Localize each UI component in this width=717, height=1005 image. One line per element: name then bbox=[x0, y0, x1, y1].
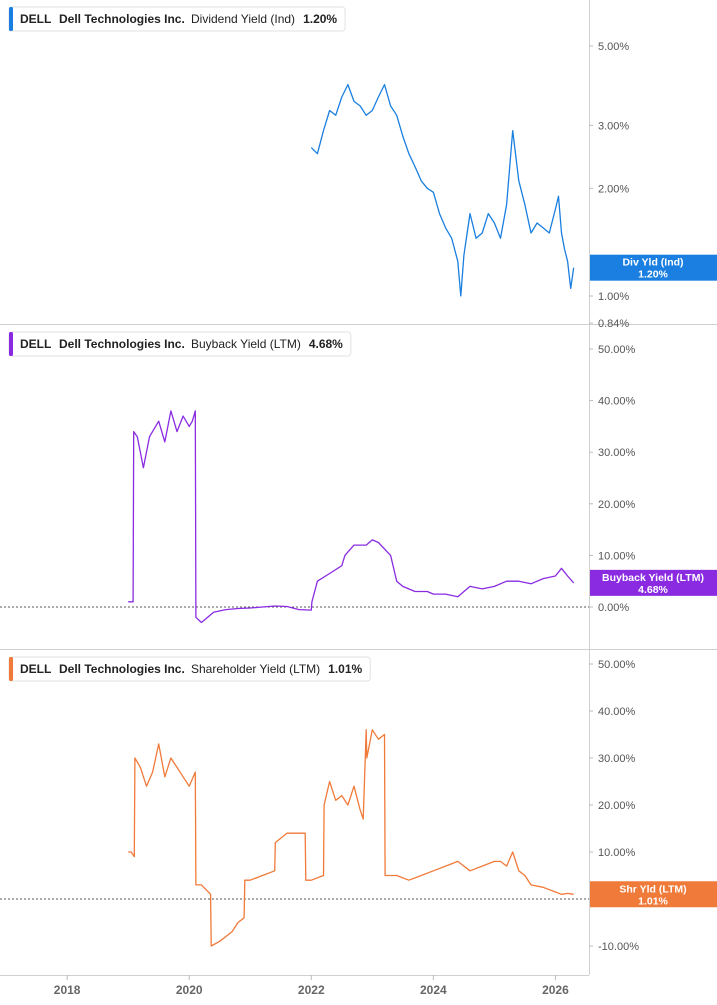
legend-color-swatch bbox=[9, 332, 13, 356]
y-tick-label: 10.00% bbox=[598, 550, 636, 562]
value-badge-label: Div Yld (Ind) bbox=[622, 257, 683, 269]
value-badge-label: Buyback Yield (LTM) bbox=[602, 572, 704, 584]
legend-ticker: DELL bbox=[20, 337, 51, 351]
y-tick-label: 0.84% bbox=[598, 318, 629, 330]
value-badge: Div Yld (Ind)1.20% bbox=[590, 254, 717, 281]
value-badge-value: 1.20% bbox=[638, 269, 668, 281]
legend-ticker: DELL bbox=[20, 12, 51, 26]
legend-value: 1.01% bbox=[328, 662, 362, 676]
legend-value: 4.68% bbox=[309, 337, 343, 351]
value-badge: Shr Yld (LTM)1.01% bbox=[590, 881, 717, 908]
x-tick-label: 2024 bbox=[420, 983, 447, 997]
chart-panel-1: 5.00% 3.00% 2.00% 1.00% 0.84% DELL Dell Techno… bbox=[8, 6, 717, 330]
y-tick-label: 1.00% bbox=[598, 291, 629, 303]
y-tick-label: 40.00% bbox=[598, 706, 636, 718]
x-tick-label: 2022 bbox=[298, 983, 325, 997]
y-tick-label: 3.00% bbox=[598, 120, 629, 132]
series-line bbox=[310, 83, 575, 297]
legend-metric: Shareholder Yield (LTM) bbox=[191, 662, 320, 676]
y-tick-label: 20.00% bbox=[598, 800, 636, 812]
value-badge-bg bbox=[590, 881, 717, 908]
legend-company: Dell Technologies Inc. bbox=[59, 337, 185, 351]
series-line bbox=[128, 729, 574, 947]
y-tick-label: 20.00% bbox=[598, 499, 636, 511]
series-line bbox=[128, 410, 575, 624]
value-badge-value: 1.01% bbox=[638, 895, 668, 907]
chart-panel-2: 50.00%40.00%30.00%20.00%10.00%0.00%DELL D… bbox=[0, 331, 717, 624]
y-tick-label: 5.00% bbox=[598, 41, 629, 53]
x-tick-label: 2018 bbox=[54, 983, 81, 997]
value-badge-bg bbox=[590, 569, 717, 596]
y-tick-label: 40.00% bbox=[598, 396, 636, 408]
legend: DELL Dell Technologies Inc. Shareholder Yi… bbox=[8, 656, 371, 682]
legend-color-swatch bbox=[9, 657, 13, 681]
y-tick-label: 2.00% bbox=[598, 183, 629, 195]
value-badge: Buyback Yield (LTM)4.68% bbox=[590, 569, 717, 596]
y-tick-label: 30.00% bbox=[598, 753, 636, 765]
legend-company: Dell Technologies Inc. bbox=[59, 662, 185, 676]
legend-metric: Dividend Yield (Ind) bbox=[191, 12, 295, 26]
y-tick-label: -10.00% bbox=[598, 941, 639, 953]
legend-ticker: DELL bbox=[20, 662, 51, 676]
legend-metric: Buyback Yield (LTM) bbox=[191, 337, 301, 351]
y-tick-label: 50.00% bbox=[598, 344, 636, 356]
x-tick-label: 2020 bbox=[176, 983, 203, 997]
value-badge-bg bbox=[590, 254, 717, 281]
y-tick-label: 50.00% bbox=[598, 659, 636, 671]
x-axis: 2018 2020 2022 2024 2026 bbox=[54, 975, 569, 997]
y-tick-label: 30.00% bbox=[598, 447, 636, 459]
legend-value: 1.20% bbox=[303, 12, 337, 26]
value-badge-value: 4.68% bbox=[638, 584, 668, 596]
x-tick-label: 2026 bbox=[542, 983, 569, 997]
legend-color-swatch bbox=[9, 7, 13, 31]
value-badge-label: Shr Yld (LTM) bbox=[619, 883, 686, 895]
chart-panel-3: 50.00%40.00%30.00%20.00%10.00%0.00%-10.0… bbox=[0, 656, 717, 953]
y-tick-label: 0.00% bbox=[598, 602, 629, 614]
y-tick-label: 10.00% bbox=[598, 847, 636, 859]
legend-company: Dell Technologies Inc. bbox=[59, 12, 185, 26]
legend: DELL Dell Technologies Inc. Dividend Yield… bbox=[8, 6, 346, 32]
legend: DELL Dell Technologies Inc. Buyback Yield … bbox=[8, 331, 352, 357]
